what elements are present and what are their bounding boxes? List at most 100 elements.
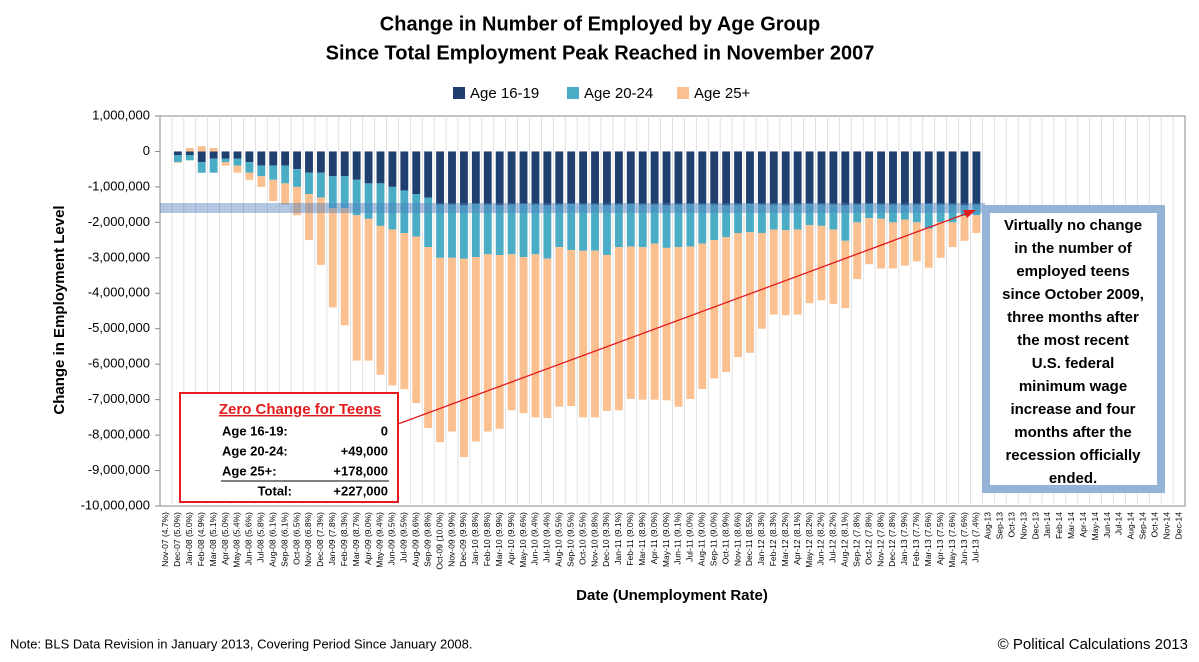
bar-segment [424, 197, 433, 248]
bar-segment [305, 194, 313, 241]
bar-segment [316, 151, 325, 173]
bar-segment [293, 151, 301, 170]
x-tick-label: Nov-10 (9.8%) [589, 512, 599, 567]
x-tick-label: Apr-14 [1078, 512, 1088, 538]
x-tick-label: Jul-11 (9.0%) [685, 512, 695, 562]
x-tick-label: Jan-14 [1042, 512, 1052, 538]
y-tick-label: 0 [143, 143, 150, 158]
bar-segment [829, 204, 838, 230]
x-tick-label: Oct-11 (8.9%) [720, 512, 730, 564]
bar-segment [793, 151, 802, 205]
bar-segment [626, 246, 635, 399]
bar-segment [185, 151, 194, 155]
x-tick-label: May-13 (7.6%) [947, 512, 957, 568]
bar-segment [352, 179, 361, 216]
legend-label: Age 20-24 [584, 85, 653, 102]
bar-segment [173, 155, 182, 163]
bar-segment [257, 165, 266, 177]
x-tick-label: Aug-11 (9.0%) [697, 512, 707, 566]
bar-segment [936, 204, 945, 223]
bar-segment [686, 151, 695, 204]
x-tick-label: Oct-09 (10.0%) [434, 512, 444, 570]
x-tick-label: Mar-09 (8.7%) [351, 512, 361, 566]
x-tick-label: Apr-10 (9.9%) [506, 512, 516, 565]
bar-segment [626, 203, 635, 247]
x-tick-label: May-09 (9.4%) [375, 512, 385, 568]
bar-segment [257, 151, 266, 166]
bar-segment [793, 229, 802, 315]
bar-segment [805, 203, 814, 226]
bar-segment [412, 194, 421, 237]
bar-segment [269, 179, 278, 202]
bar-segment [948, 204, 957, 223]
y-tick-label: 1,000,000 [92, 107, 150, 122]
x-tick-label: Dec-12 (7.8%) [887, 512, 897, 567]
bar-segment [603, 151, 611, 206]
x-tick-label: Apr-12 (8.1%) [792, 512, 802, 565]
bar-segment [865, 218, 874, 265]
bar-segment [507, 151, 516, 205]
bar-segment [388, 229, 397, 386]
x-tick-label: Sep-13 [995, 512, 1005, 540]
x-tick-label: Jan-10 (9.8%) [470, 512, 480, 566]
bar-segment [209, 147, 218, 152]
x-tick-label: Oct-10 (9.5%) [577, 512, 587, 565]
x-tick-label: Jun-11 (9.1%) [673, 512, 683, 565]
bar-segment [245, 172, 254, 180]
bar-segment [567, 203, 576, 251]
x-tick-label: May-10 (9.6%) [518, 512, 528, 568]
table-title: Zero Change for Teens [219, 401, 381, 418]
x-tick-label: Apr-11 (9.0%) [649, 512, 659, 564]
table-box [179, 392, 399, 503]
bar-segment [769, 204, 778, 230]
bar-segment [889, 204, 897, 223]
highlight-band [160, 203, 985, 213]
bar-segment [221, 162, 230, 166]
x-tick-label: Jul-14 [1114, 512, 1124, 535]
table-label: Age 16-19: [222, 423, 288, 438]
bar-segment [674, 204, 683, 248]
x-tick-label: Aug-10 (9.5%) [554, 512, 564, 567]
y-tick-label: -5,000,000 [88, 320, 150, 335]
bar-segment [853, 222, 862, 280]
x-tick-label: Jun-10 (9.4%) [530, 512, 540, 566]
arrowhead [963, 210, 976, 218]
bar-segment [173, 162, 182, 163]
bar-segment [769, 229, 778, 315]
x-tick-label: Jun-12 (8.2%) [816, 512, 826, 566]
bar-segment [412, 151, 421, 194]
bar-segment [650, 151, 659, 205]
bar-segment [483, 204, 492, 255]
bar-segment [555, 247, 564, 407]
x-tick-label: Sep-08 (6.1%) [279, 512, 289, 567]
annotation-line: since October 2009, [1002, 286, 1144, 303]
bar-segment [305, 172, 313, 194]
x-tick-label: Feb-14 [1054, 512, 1064, 539]
bar-segment [781, 205, 790, 231]
bar-segment [912, 151, 921, 205]
x-tick-label: Nov-09 (9.9%) [446, 512, 456, 567]
table-label: Age 20-24: [222, 443, 288, 458]
x-tick-label: May-11 (9.0%) [661, 512, 671, 567]
x-tick-label: Oct-13 [1006, 512, 1016, 538]
bar-segment [674, 151, 683, 205]
table-value: +227,000 [333, 483, 388, 498]
arrow [397, 212, 969, 425]
bar-segment [400, 190, 409, 233]
bar-segment [197, 162, 206, 173]
bar-segment [817, 151, 826, 205]
bar-segment [841, 151, 850, 206]
bar-segment [507, 254, 516, 411]
bar-segment [233, 165, 242, 173]
x-tick-label: Dec-09 (9.9%) [458, 512, 468, 567]
x-tick-label: Aug-13 [983, 512, 993, 540]
bar-segment [626, 151, 635, 204]
x-tick-label: Jul-09 (9.5%) [399, 512, 409, 563]
bar-segment [483, 151, 492, 205]
bar-segment [471, 257, 480, 442]
bar-segment [340, 151, 349, 177]
bar-segment [316, 172, 325, 198]
bar-segment [865, 203, 874, 219]
bar-segment [853, 204, 862, 223]
